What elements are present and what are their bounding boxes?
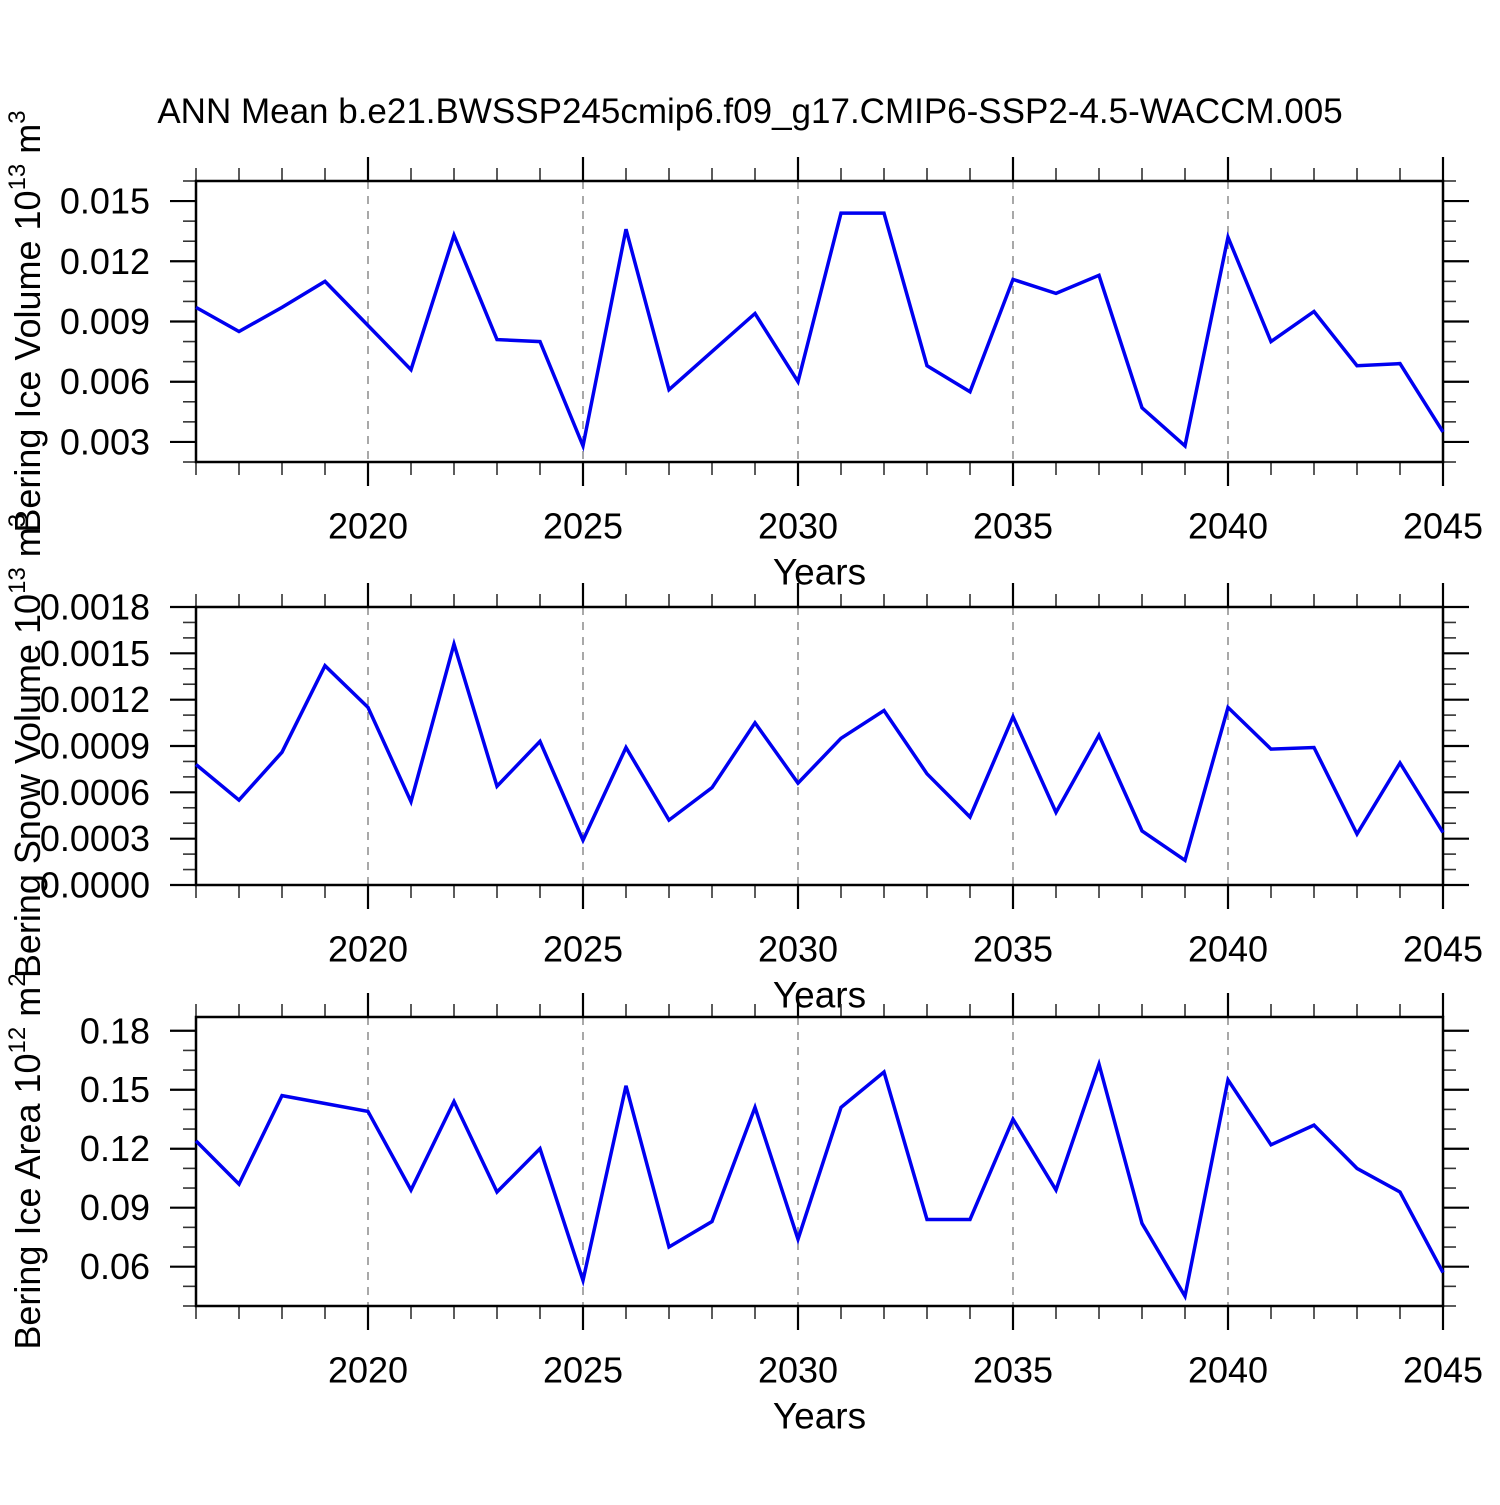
y-tick-label: 0.0003 bbox=[40, 818, 150, 859]
y-tick-label: 0.18 bbox=[80, 1010, 150, 1051]
y-tick-label: 0.09 bbox=[80, 1187, 150, 1228]
plot-border bbox=[194, 605, 1445, 887]
x-tick-label: 2045 bbox=[1403, 1350, 1483, 1391]
y-tick-label: 0.12 bbox=[80, 1128, 150, 1169]
y-tick-label: 0.009 bbox=[60, 301, 150, 342]
y-tick-label: 0.06 bbox=[80, 1246, 150, 1287]
bering-ice-area-chart: 0.06 0.09 0.12 0.15 0.18 2020 2025 2030 2035 2040… bbox=[4, 973, 1483, 1436]
bering-ice-area-y-axis-label: Bering Ice Area 1012 m2 bbox=[4, 973, 48, 1349]
bering-ice-volume-x-axis-label: Years bbox=[773, 552, 866, 593]
x-tick-label: 2045 bbox=[1403, 929, 1483, 970]
x-tick-label: 2035 bbox=[973, 929, 1053, 970]
x-tick-label: 2025 bbox=[543, 929, 623, 970]
y-tick-label: 0.0009 bbox=[40, 726, 150, 767]
y-tick-label: 0.012 bbox=[60, 241, 150, 282]
plot-border bbox=[194, 179, 1445, 464]
x-tick-label: 2030 bbox=[758, 506, 838, 547]
y-tick-label: 0.0000 bbox=[40, 865, 150, 906]
bering-ice-volume-line bbox=[195, 211, 1445, 452]
x-tick-label: 2040 bbox=[1188, 1350, 1268, 1391]
y-tick-label: 0.003 bbox=[60, 421, 150, 462]
bering-ice-volume-y-axis-label: Bering Ice Volume 1013 m3 bbox=[4, 110, 48, 532]
y-tick-label: 0.015 bbox=[60, 181, 150, 222]
bering-snow-volume-chart: 0.0000 0.0003 0.0006 0.0009 0.0012 0.0015 0.00… bbox=[4, 514, 1483, 1016]
x-tick-label: 2040 bbox=[1188, 929, 1268, 970]
plot-border bbox=[194, 1015, 1445, 1308]
x-tick-label: 2025 bbox=[543, 506, 623, 547]
x-tick-label: 2035 bbox=[973, 1350, 1053, 1391]
y-tick-label: 0.15 bbox=[80, 1069, 150, 1110]
bering-snow-volume-x-axis-label: Years bbox=[773, 975, 866, 1016]
x-tick-label: 2020 bbox=[328, 506, 408, 547]
y-tick-label: 0.0015 bbox=[40, 633, 150, 674]
y-tick-label: 0.0012 bbox=[40, 679, 150, 720]
bering-snow-volume-y-axis-label: Bering Snow Volume 1013 m3 bbox=[4, 514, 48, 978]
bering-ice-volume-chart: 0.003 0.006 0.009 0.012 0.015 2020 2025 2030 203… bbox=[4, 110, 1483, 592]
bering-ice-area-line bbox=[194, 1058, 1445, 1302]
x-tick-label: 2030 bbox=[758, 1350, 838, 1391]
x-tick-label: 2035 bbox=[973, 506, 1053, 547]
x-tick-label: 2020 bbox=[328, 929, 408, 970]
bering-snow-volume-line bbox=[194, 637, 1445, 864]
x-tick-label: 2030 bbox=[758, 929, 838, 970]
x-tick-label: 2020 bbox=[328, 1350, 408, 1391]
x-tick-label: 2040 bbox=[1188, 506, 1268, 547]
y-tick-label: 0.0006 bbox=[40, 772, 150, 813]
bering-ice-area-x-axis-label: Years bbox=[773, 1396, 866, 1437]
x-tick-label: 2045 bbox=[1403, 506, 1483, 547]
x-tick-label: 2025 bbox=[543, 1350, 623, 1391]
y-tick-label: 0.0018 bbox=[40, 587, 150, 628]
y-tick-label: 0.006 bbox=[60, 361, 150, 402]
chart-title: ANN Mean b.e21.BWSSP245cmip6.f09_g17.CMI… bbox=[157, 92, 1343, 131]
